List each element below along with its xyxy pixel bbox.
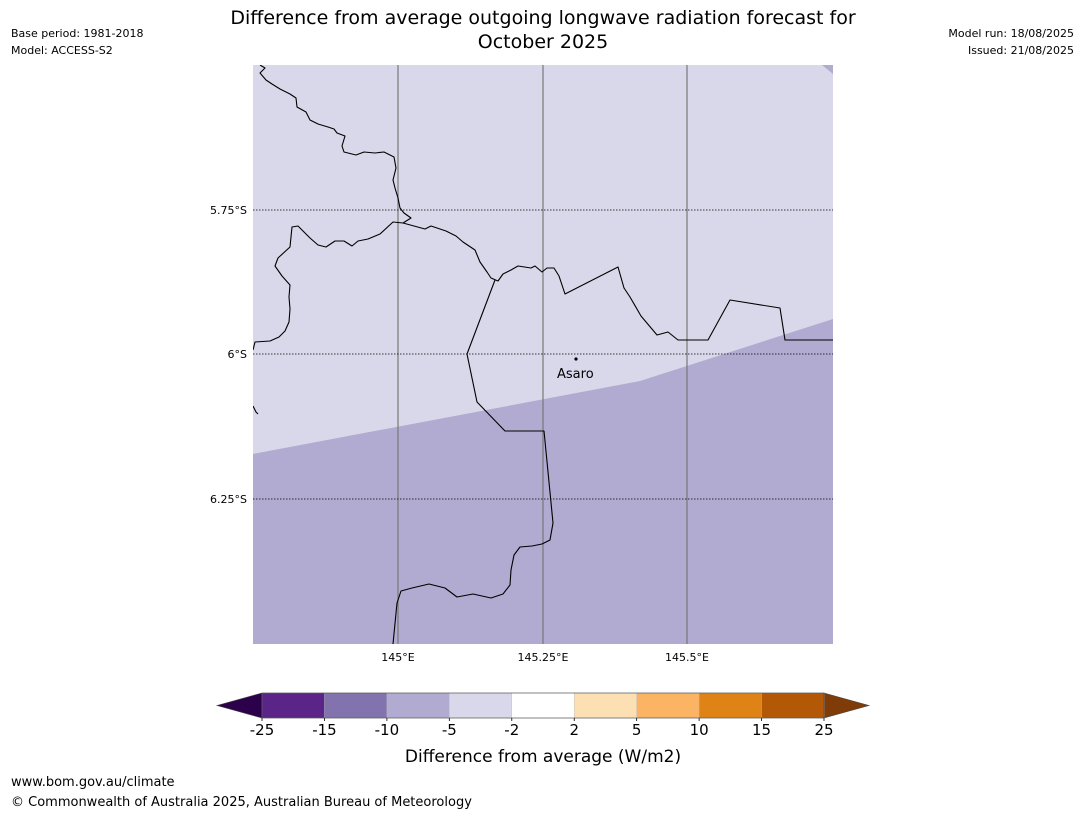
model-name: Model: ACCESS-S2 <box>11 44 113 57</box>
boundary-central <box>392 279 554 644</box>
lon-label: 145.25°E <box>518 651 569 664</box>
boundary-northwest <box>253 221 404 351</box>
colorbar-tick-label: -5 <box>442 721 457 739</box>
colorbar-tick-label: -10 <box>375 721 400 739</box>
boundary-west-stub <box>253 405 259 415</box>
colorbar-segment <box>386 692 450 719</box>
place-label-asaro: Asaro <box>557 367 594 382</box>
title-line-1: Difference from average outgoing longwav… <box>230 7 856 29</box>
colorbar-tick-label: 10 <box>690 721 709 739</box>
colorbar-tick-label: -15 <box>312 721 337 739</box>
colorbar-tick-label: 5 <box>632 721 642 739</box>
colorbar-segment <box>261 692 326 719</box>
colorbar-segment <box>761 692 825 719</box>
colorbar-segment <box>449 692 513 719</box>
colorbar: -25 -15 -10 -5 -2 2 5 10 15 25 Difference from av… <box>215 692 871 767</box>
base-period: Base period: 1981-2018 <box>11 27 144 40</box>
colorbar-tick-label: -25 <box>250 721 275 739</box>
lon-label: 145°E <box>381 651 414 664</box>
colorbar-tick-label: 15 <box>752 721 771 739</box>
colorbar-segment <box>636 692 700 719</box>
map-title: Difference from average outgoing longwav… <box>193 6 893 54</box>
boundary-north <box>259 65 412 224</box>
colorbar-tick-label: -2 <box>504 721 519 739</box>
lat-label: 5.75°S <box>210 204 247 217</box>
colorbar-frame <box>261 692 825 719</box>
footer-url: www.bom.gov.au/climate <box>11 775 175 790</box>
lon-label: 145.5°E <box>665 651 709 664</box>
place-marker <box>574 357 578 361</box>
footer-copyright: © Commonwealth of Australia 2025, Austra… <box>11 795 472 810</box>
lat-label: 6°S <box>228 348 247 361</box>
title-line-2: October 2025 <box>477 31 609 53</box>
colorbar-segment <box>324 692 388 719</box>
meta-right: Model run: 18/08/2025 Issued: 21/08/2025 <box>948 25 1074 59</box>
colorbar-segment <box>574 692 638 719</box>
colorbar-ticks: -25 -15 -10 -5 -2 2 5 10 15 25 <box>250 718 834 739</box>
lat-label: 6.25°S <box>210 493 247 506</box>
colorbar-segment <box>511 692 575 719</box>
colorbar-under-arrow <box>215 692 263 719</box>
issued-date: Issued: 21/08/2025 <box>967 44 1074 57</box>
colorbar-label: Difference from average (W/m2) <box>405 747 681 767</box>
shading-medium-corner <box>822 65 833 74</box>
boundary-east <box>402 222 833 341</box>
colorbar-tick-label: 2 <box>569 721 579 739</box>
meta-left: Base period: 1981-2018 Model: ACCESS-S2 <box>11 25 143 59</box>
map-area: Asaro <box>253 65 833 644</box>
colorbar-segment <box>698 692 763 719</box>
colorbar-over-arrow <box>823 692 871 719</box>
colorbar-tick-label: 25 <box>814 721 833 739</box>
model-run: Model run: 18/08/2025 <box>948 27 1074 40</box>
province-boundaries <box>253 65 833 644</box>
colorbar-segments <box>261 692 825 719</box>
